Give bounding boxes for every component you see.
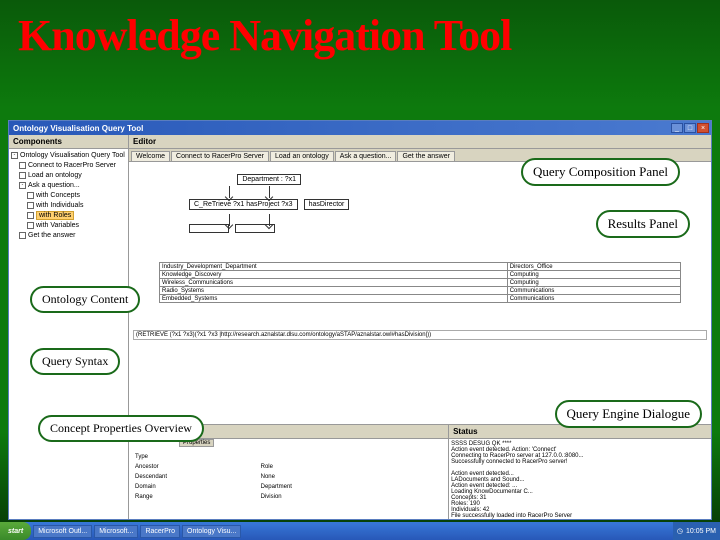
query-box-top[interactable]: Department : ?x1	[237, 174, 301, 185]
maximize-button[interactable]: □	[684, 123, 696, 133]
tree-item[interactable]: Get the answer	[11, 231, 126, 241]
callout-concept: Concept Properties Overview	[38, 415, 204, 442]
result-cell: Communications	[507, 295, 680, 303]
result-cell: Radio_Systems	[160, 287, 508, 295]
prop-val: Division	[259, 493, 444, 501]
results-table: Industry_Development_DepartmentDirectors…	[159, 262, 681, 303]
tree-item[interactable]: with Concepts	[11, 191, 126, 201]
result-cell: Industry_Development_Department	[160, 263, 508, 271]
prop-key: Domain	[133, 483, 257, 491]
prop-key: Descendant	[133, 473, 257, 481]
tab[interactable]: Connect to RacerPro Server	[171, 151, 269, 161]
result-cell: Wireless_Communications	[160, 279, 508, 287]
tab[interactable]: Load an ontology	[270, 151, 334, 161]
editor-header: Editor	[129, 135, 711, 149]
tree-item[interactable]: Load an ontology	[11, 171, 126, 181]
prop-key: Type	[133, 453, 257, 461]
tree-item[interactable]: with Individuals	[11, 201, 126, 211]
retrieve-line: (RETRIEVE (?x1 ?x3)(?x1 ?x3 |http://rese…	[133, 330, 707, 340]
components-header: Components	[9, 135, 128, 149]
taskbar-item[interactable]: Ontology Visu...	[182, 525, 241, 538]
tree-item[interactable]: -Ontology Visualisation Query Tool	[11, 151, 126, 161]
editor-area: Department : ?x1 C_ReTrieve ?x1 hasProje…	[129, 162, 711, 424]
taskbar-item[interactable]: Microsoft Outl...	[33, 525, 92, 538]
prop-val: Department	[259, 483, 444, 491]
clock: 10:05 PM	[686, 528, 716, 535]
tree-item[interactable]: with Variables	[11, 221, 126, 231]
result-cell: Embedded_Systems	[160, 295, 508, 303]
prop-key: Range	[133, 493, 257, 501]
start-button[interactable]: start	[0, 522, 31, 540]
prop-val	[259, 453, 444, 461]
prop-val: Role	[259, 463, 444, 471]
window-title: Ontology Visualisation Query Tool	[11, 124, 671, 133]
result-cell: Communications	[507, 287, 680, 295]
result-cell: Directors_Office	[507, 263, 680, 271]
callout-query-composition: Query Composition Panel	[521, 158, 680, 186]
system-tray[interactable]: ◷ 10:05 PM	[673, 522, 720, 540]
slide-title: Knowledge Navigation Tool	[0, 0, 720, 65]
tree-item[interactable]: Connect to RacerPro Server	[11, 161, 126, 171]
editor-pane: Editor WelcomeConnect to RacerPro Server…	[129, 135, 711, 519]
status-body: SSSS DESUG QK ****Action event detected.…	[449, 439, 711, 519]
query-box-mid[interactable]: C_ReTrieve ?x1 hasProject ?x3	[189, 199, 298, 210]
callout-engine: Query Engine Dialogue	[555, 400, 702, 428]
prop-val: None	[259, 473, 444, 481]
tree-item[interactable]: -Ask a question...	[11, 181, 126, 191]
tab[interactable]: Welcome	[131, 151, 170, 161]
prop-key: Ancestor	[133, 463, 257, 471]
query-box-mid2[interactable]: hasDirector	[304, 199, 350, 210]
components-tree[interactable]: -Ontology Visualisation Query ToolConnec…	[9, 149, 128, 243]
callout-ontology: Ontology Content	[30, 286, 140, 313]
titlebar: Ontology Visualisation Query Tool _ □ ×	[9, 121, 711, 135]
close-button[interactable]: ×	[697, 123, 709, 133]
tray-icon: ◷	[677, 527, 683, 535]
taskbar: start Microsoft Outl...Microsoft...Racer…	[0, 522, 720, 540]
result-cell: Computing	[507, 271, 680, 279]
taskbar-item[interactable]: RacerPro	[140, 525, 180, 538]
result-cell: Knowledge_Discovery	[160, 271, 508, 279]
tab[interactable]: Ask a question...	[335, 151, 397, 161]
components-pane: Components -Ontology Visualisation Query…	[9, 135, 129, 519]
taskbar-item[interactable]: Microsoft...	[94, 525, 138, 538]
callout-results: Results Panel	[596, 210, 690, 238]
tree-item[interactable]: with Roles	[11, 211, 126, 221]
status-pane: Status SSSS DESUG QK ****Action event de…	[449, 425, 711, 519]
tab[interactable]: Get the answer	[397, 151, 454, 161]
minimize-button[interactable]: _	[671, 123, 683, 133]
result-cell: Computing	[507, 279, 680, 287]
query-box-empty1[interactable]	[189, 224, 229, 233]
callout-syntax: Query Syntax	[30, 348, 120, 375]
